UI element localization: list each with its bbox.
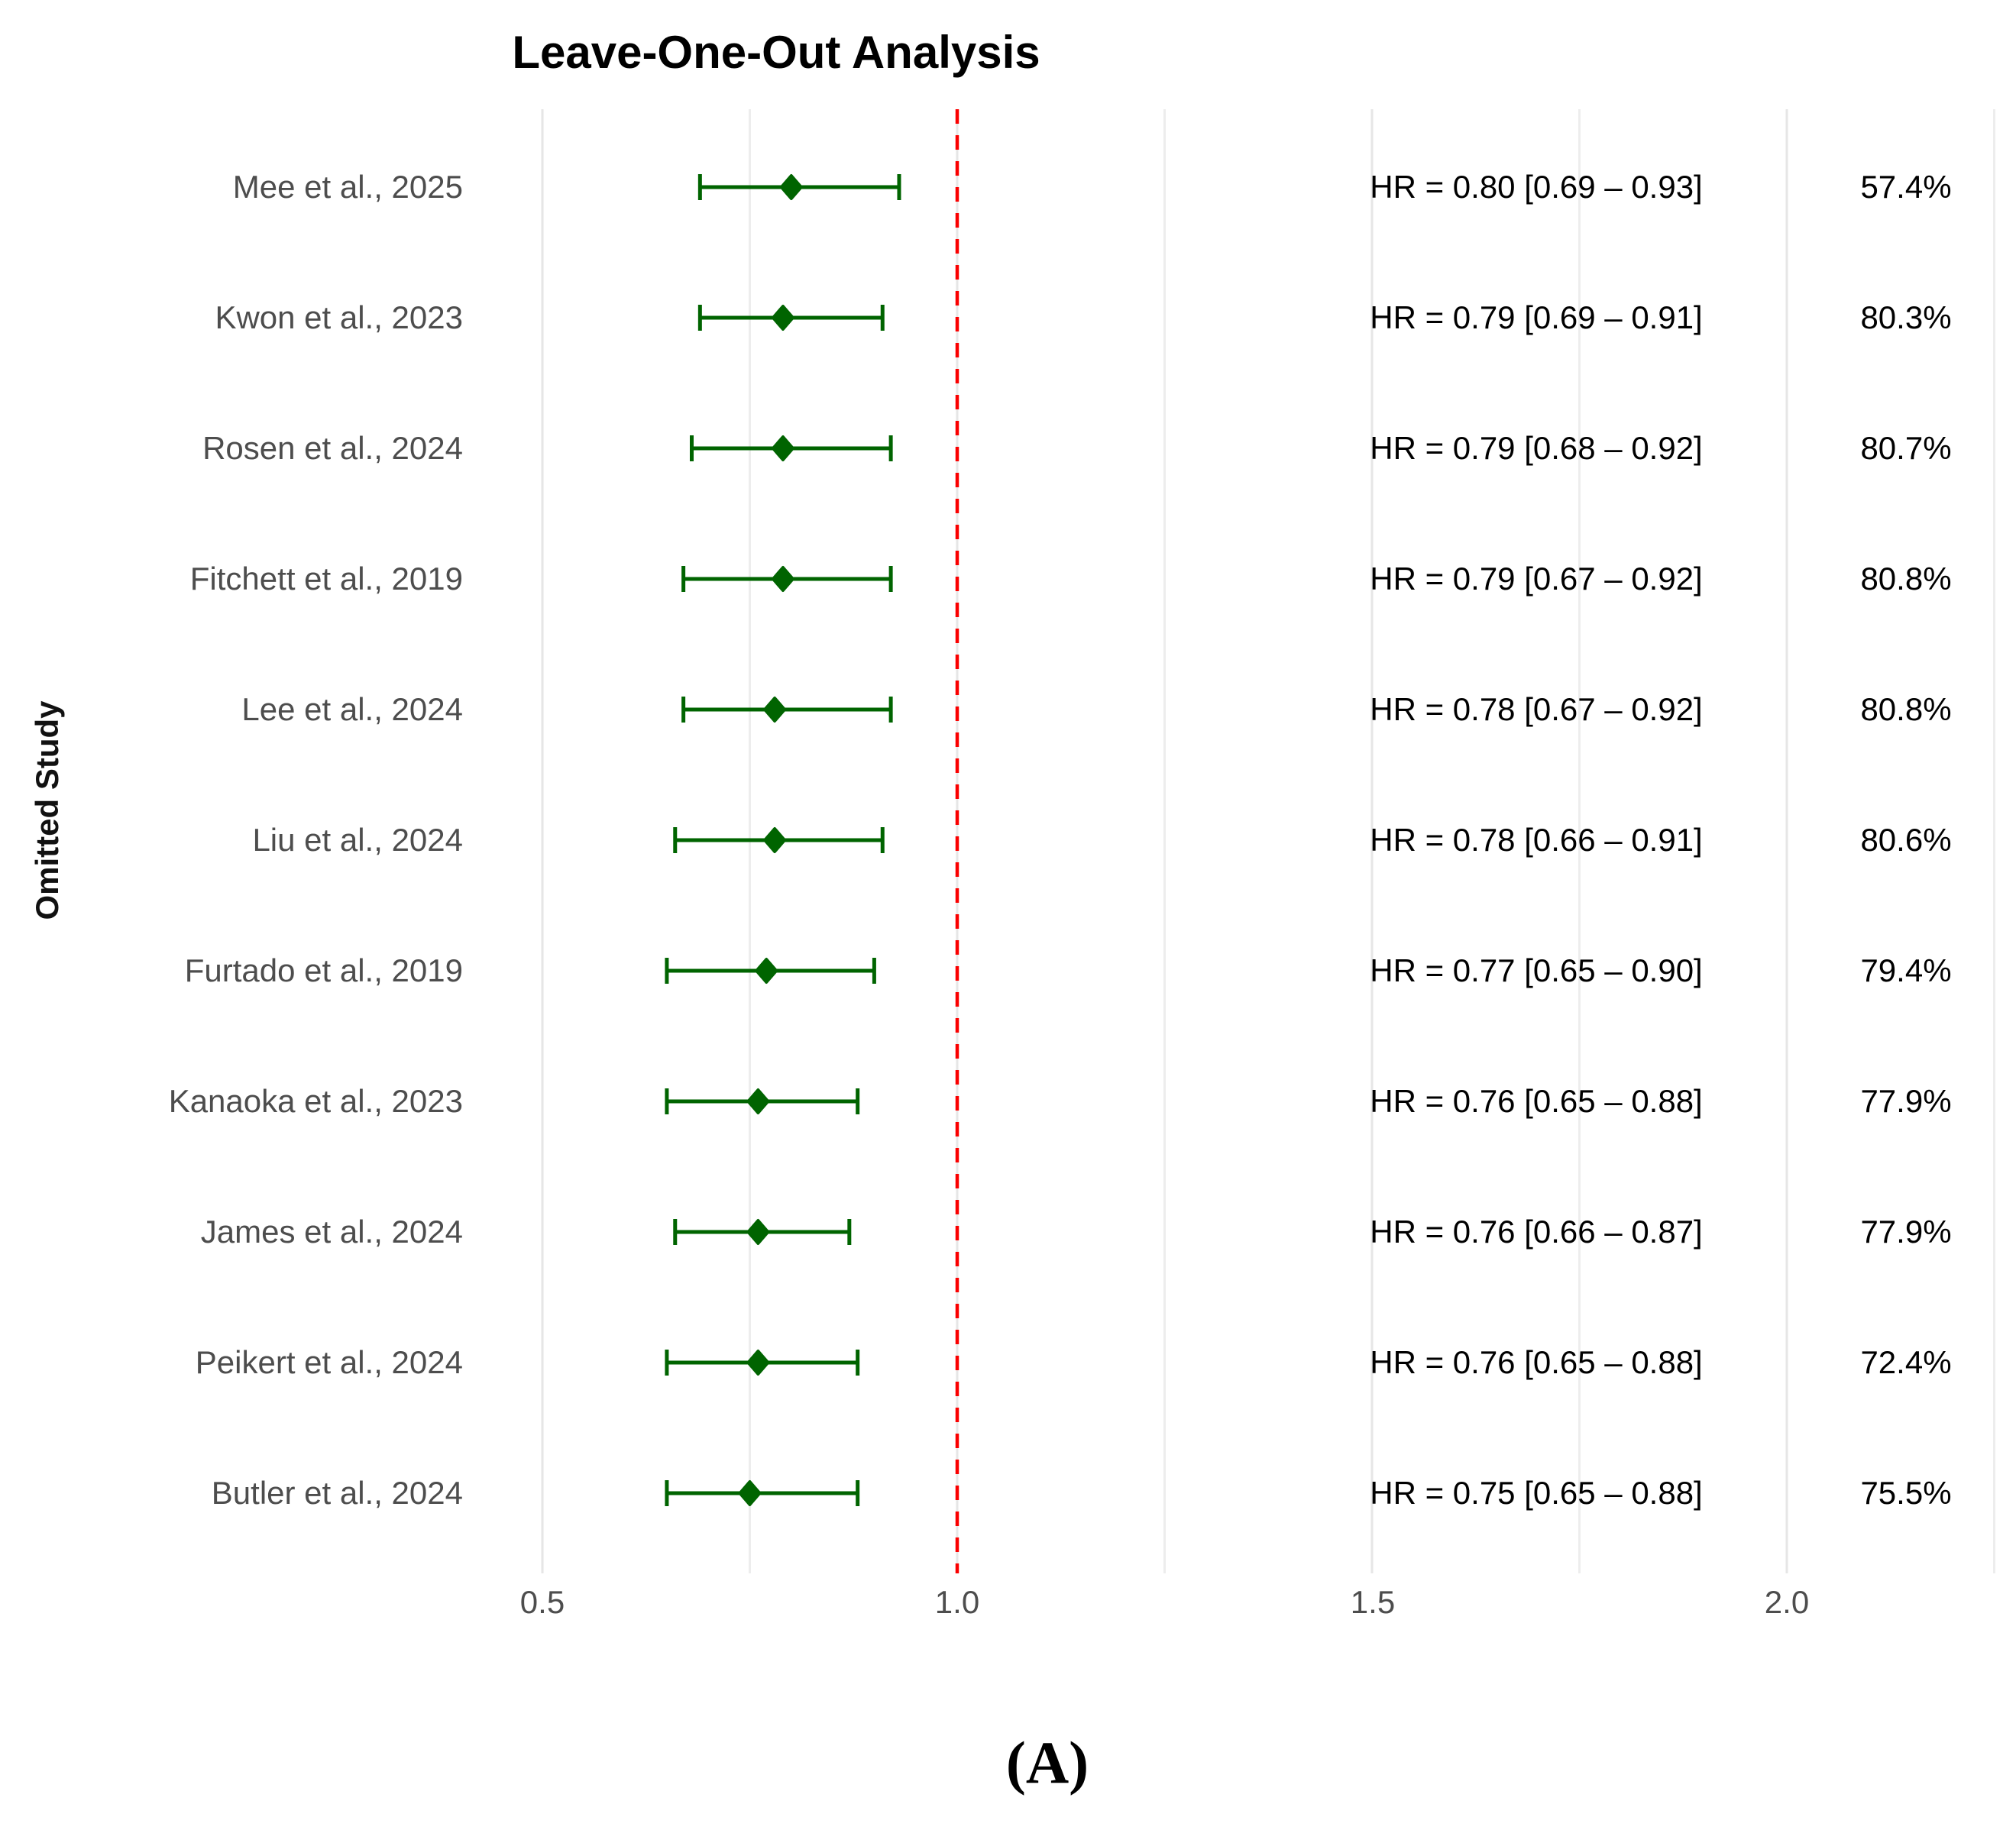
panel-caption: (A) <box>1005 1729 1089 1796</box>
hr-value: HR = 0.79 [0.69 – 0.91] <box>1370 299 1703 335</box>
point-marker <box>746 1219 770 1245</box>
point-marker <box>771 305 794 331</box>
study-label: Liu et al., 2024 <box>252 822 463 858</box>
x-tick-label: 2.0 <box>1764 1584 1810 1620</box>
x-tick-label: 0.5 <box>519 1584 565 1620</box>
y-axis-title: Omitted Study <box>29 700 65 920</box>
weight-value: 79.4% <box>1860 952 1952 988</box>
point-marker <box>771 435 794 461</box>
weight-value: 75.5% <box>1860 1475 1952 1511</box>
point-marker <box>755 958 778 984</box>
weight-value: 72.4% <box>1860 1344 1952 1380</box>
hr-value: HR = 0.79 [0.68 – 0.92] <box>1370 430 1703 466</box>
study-label: Fitchett et al., 2019 <box>189 561 463 597</box>
point-marker <box>746 1350 770 1376</box>
x-tick-label: 1.0 <box>934 1584 980 1620</box>
weight-value: 77.9% <box>1860 1214 1952 1250</box>
x-tick-label: 1.5 <box>1350 1584 1396 1620</box>
study-label: Kanaoka et al., 2023 <box>168 1083 463 1119</box>
study-label: Kwon et al., 2023 <box>215 299 463 335</box>
hr-value: HR = 0.76 [0.65 – 0.88] <box>1370 1344 1703 1380</box>
hr-value: HR = 0.76 [0.66 – 0.87] <box>1370 1214 1703 1250</box>
weight-value: 80.3% <box>1860 299 1952 335</box>
point-marker <box>763 827 787 853</box>
hr-value: HR = 0.78 [0.66 – 0.91] <box>1370 822 1703 858</box>
point-marker <box>738 1480 762 1506</box>
weight-value: 80.7% <box>1860 430 1952 466</box>
study-label: James et al., 2024 <box>200 1214 463 1250</box>
point-marker <box>746 1088 770 1114</box>
study-label: Mee et al., 2025 <box>232 169 463 205</box>
hr-value: HR = 0.78 [0.67 – 0.92] <box>1370 691 1703 727</box>
point-marker <box>779 174 803 200</box>
hr-value: HR = 0.75 [0.65 – 0.88] <box>1370 1475 1703 1511</box>
hr-value: HR = 0.77 [0.65 – 0.90] <box>1370 952 1703 988</box>
study-label: Lee et al., 2024 <box>241 691 463 727</box>
weight-value: 57.4% <box>1860 169 1952 205</box>
point-marker <box>763 697 787 723</box>
weight-value: 80.8% <box>1860 561 1952 597</box>
chart-title: Leave-One-Out Analysis <box>512 27 1040 78</box>
point-marker <box>771 566 794 592</box>
hr-value: HR = 0.80 [0.69 – 0.93] <box>1370 169 1703 205</box>
study-label: Furtado et al., 2019 <box>184 952 463 988</box>
hr-value: HR = 0.76 [0.65 – 0.88] <box>1370 1083 1703 1119</box>
study-label: Rosen et al., 2024 <box>202 430 463 466</box>
study-label: Butler et al., 2024 <box>211 1475 463 1511</box>
weight-value: 77.9% <box>1860 1083 1952 1119</box>
weight-value: 80.6% <box>1860 822 1952 858</box>
study-label: Peikert et al., 2024 <box>195 1344 463 1380</box>
hr-value: HR = 0.79 [0.67 – 0.92] <box>1370 561 1703 597</box>
weight-value: 80.8% <box>1860 691 1952 727</box>
